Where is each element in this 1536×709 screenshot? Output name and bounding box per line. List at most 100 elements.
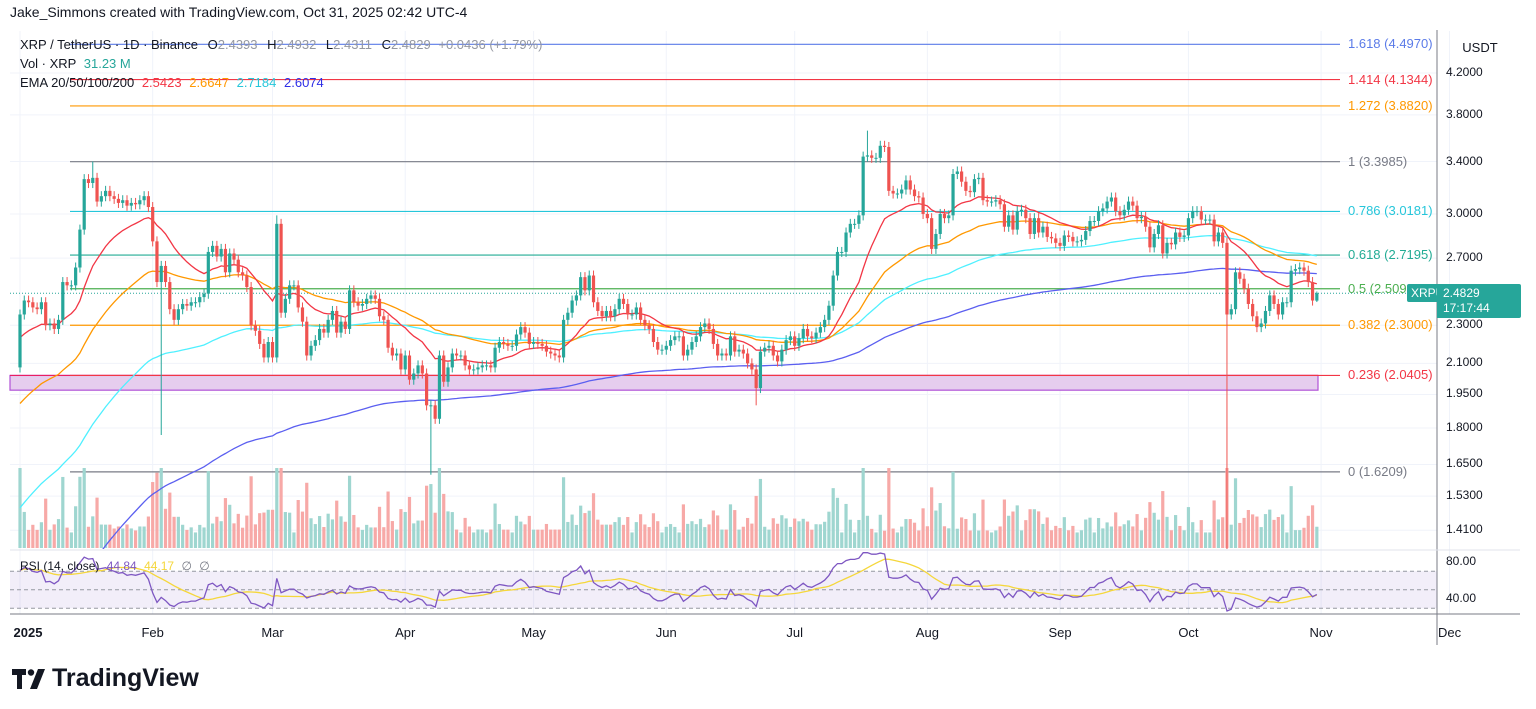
candle-body[interactable] [1096,211,1101,221]
candle-body[interactable] [848,223,852,233]
candle-body[interactable] [1221,232,1225,243]
candle-body[interactable] [228,253,232,273]
candle-body[interactable] [647,325,651,329]
support-zone-rect[interactable] [9,374,1319,391]
candle-body[interactable] [677,336,681,338]
candle-body[interactable] [587,275,591,291]
candle-body[interactable] [386,319,390,348]
candle-body[interactable] [223,248,228,273]
candle-body[interactable] [1109,197,1113,202]
candle-body[interactable] [775,355,780,362]
candle-body[interactable] [1067,235,1071,237]
candle-body[interactable] [262,343,266,358]
candle-body[interactable] [1131,201,1135,206]
ema-legend[interactable]: EMA 20/50/100/200 2.5423 2.6647 2.7184 2… [20,75,324,90]
candle-body[interactable] [1126,201,1131,210]
candle-body[interactable] [1263,310,1268,324]
candle-body[interactable] [1032,218,1036,234]
candle-body[interactable] [155,241,159,283]
candle-body[interactable] [472,369,476,371]
candle-body[interactable] [840,251,844,253]
candle-body[interactable] [185,303,189,306]
candle-body[interactable] [399,353,403,370]
candle-body[interactable] [425,373,429,406]
candle-body[interactable] [1135,205,1139,219]
candle-body[interactable] [138,200,142,205]
candle-body[interactable] [895,193,899,195]
candle-body[interactable] [1002,204,1006,227]
candle-body[interactable] [467,365,471,370]
candle-body[interactable] [1019,209,1024,212]
candle-body[interactable] [1071,236,1075,242]
candle-body[interactable] [938,213,942,234]
candle-body[interactable] [797,338,801,346]
candle-body[interactable] [1178,232,1182,237]
candle-body[interactable] [600,310,604,317]
candle-body[interactable] [870,155,874,158]
candle-body[interactable] [989,201,994,203]
candle-body[interactable] [219,248,223,257]
candle-body[interactable] [827,305,831,320]
candle-body[interactable] [493,347,497,368]
candle-body[interactable] [1293,269,1298,271]
candle-body[interactable] [853,223,857,225]
candle-body[interactable] [104,190,108,197]
candle-body[interactable] [904,180,908,190]
candle-body[interactable] [741,349,745,354]
candle-body[interactable] [831,275,835,306]
candle-body[interactable] [502,342,506,344]
candle-body[interactable] [609,310,613,317]
candle-body[interactable] [1216,232,1220,242]
candle-body[interactable] [1272,295,1276,304]
candle-body[interactable] [1268,295,1272,311]
candle-body[interactable] [236,259,240,273]
candle-body[interactable] [129,202,133,206]
candle-body[interactable] [532,342,536,344]
candle-body[interactable] [780,349,784,362]
candle-body[interactable] [844,232,848,252]
candle-body[interactable] [133,202,138,205]
candle-body[interactable] [343,321,347,329]
candle-body[interactable] [1028,218,1032,234]
candle-body[interactable] [1139,216,1143,219]
candle-body[interactable] [540,343,544,346]
candle-body[interactable] [818,327,822,333]
candle-body[interactable] [891,190,895,194]
candle-body[interactable] [1088,220,1092,232]
candle-body[interactable] [330,310,335,320]
candle-body[interactable] [189,302,193,306]
candle-body[interactable] [172,309,176,320]
candle-body[interactable] [1302,267,1306,271]
candle-body[interactable] [116,198,121,203]
candle-body[interactable] [202,293,206,298]
candle-body[interactable] [211,245,215,252]
candle-body[interactable] [416,365,420,374]
candle-body[interactable] [56,319,61,329]
candle-body[interactable] [1208,219,1212,221]
candle-body[interactable] [981,177,985,201]
candle-body[interactable] [865,155,870,157]
candle-body[interactable] [1186,218,1191,236]
candle-body[interactable] [703,323,707,328]
candle-body[interactable] [442,355,446,382]
candle-body[interactable] [365,298,369,304]
candle-body[interactable] [292,285,296,287]
candle-body[interactable] [318,328,322,341]
candle-body[interactable] [181,303,185,310]
candle-body[interactable] [347,290,352,329]
candle-body[interactable] [412,373,416,380]
candle-body[interactable] [1007,215,1011,227]
candle-body[interactable] [574,295,578,301]
candle-body[interactable] [955,171,959,175]
candle-body[interactable] [313,340,317,346]
candle-body[interactable] [544,345,549,352]
candle-body[interactable] [711,328,715,344]
candle-body[interactable] [861,156,865,216]
candle-body[interactable] [1315,293,1319,301]
candle-body[interactable] [1122,209,1126,216]
candle-body[interactable] [352,290,356,303]
candle-body[interactable] [805,328,810,337]
candle-body[interactable] [1037,218,1041,233]
candle-body[interactable] [240,272,245,276]
candle-body[interactable] [536,342,540,344]
